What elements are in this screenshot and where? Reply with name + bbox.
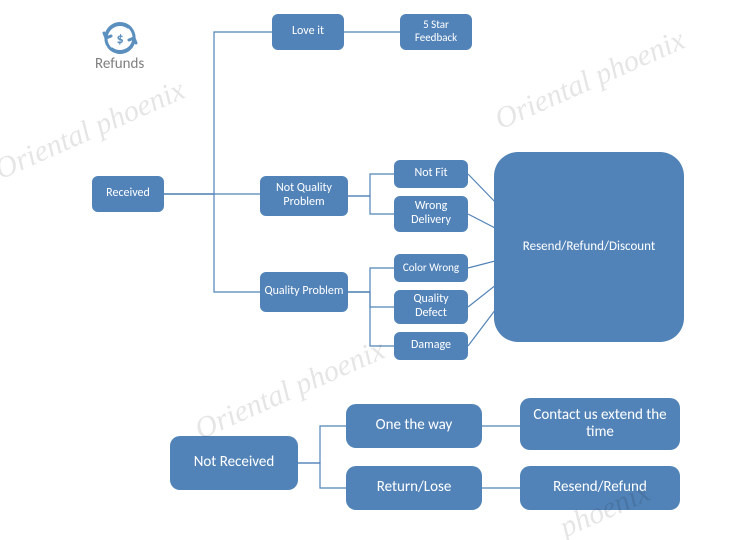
node-received: Received bbox=[92, 176, 164, 212]
node-return_lose: Return/Lose bbox=[346, 466, 482, 510]
svg-text:$: $ bbox=[116, 30, 123, 47]
node-wrong_delivery: Wrong Delivery bbox=[394, 196, 468, 232]
node-not_fit: Not Fit bbox=[394, 160, 468, 188]
node-not_quality: Not Quality Problem bbox=[260, 176, 348, 216]
node-contact_us: Contact us extend the time bbox=[520, 398, 680, 450]
node-rrd: Resend/Refund/Discount bbox=[494, 152, 684, 342]
node-on_the_way: One the way bbox=[346, 404, 482, 448]
node-love_it: Love it bbox=[272, 14, 344, 50]
refunds-title: Refunds bbox=[95, 55, 144, 73]
node-quality: Quality Problem bbox=[260, 272, 348, 312]
node-damage: Damage bbox=[394, 332, 468, 360]
node-quality_defect: Quality Defect bbox=[394, 290, 468, 324]
watermark-2: Oriental phoenix bbox=[490, 23, 690, 137]
node-not_received: Not Received bbox=[170, 436, 298, 490]
node-resend_refund: Resend/Refund bbox=[520, 466, 680, 510]
node-five_star: 5 Star Feedback bbox=[400, 14, 472, 50]
node-color_wrong: Color Wrong bbox=[394, 254, 468, 282]
watermark-0: Oriental phoenix bbox=[0, 73, 190, 187]
